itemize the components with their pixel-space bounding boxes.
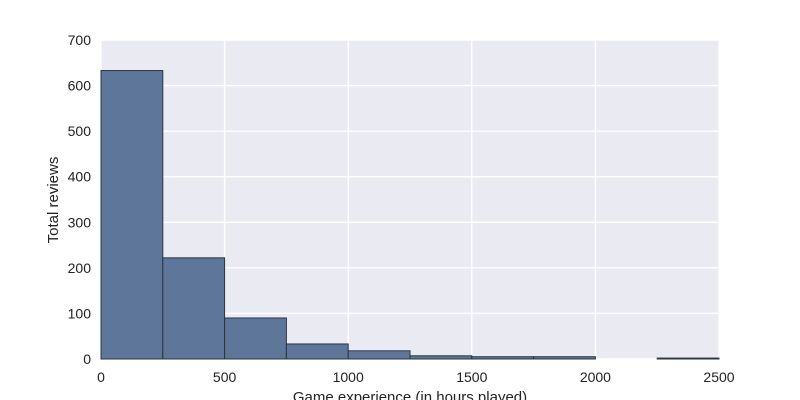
y-tick-label: 0 (83, 351, 91, 367)
x-tick-label: 1000 (333, 369, 364, 385)
x-tick-label: 1500 (456, 369, 487, 385)
y-tick-label: 400 (68, 169, 92, 185)
histogram-bar (471, 356, 535, 360)
histogram-bar (100, 70, 164, 360)
x-tick-labels: 0 500 1000 1500 2000 2500 (97, 369, 735, 385)
y-tick-label: 600 (68, 78, 92, 94)
y-tick-labels: 0 100 200 300 400 500 600 700 (68, 32, 92, 367)
y-axis-label: Total reviews (45, 157, 62, 244)
histogram-bar (224, 317, 287, 360)
x-axis-label: Game experience (in hours played) (293, 389, 527, 400)
histogram-bar (656, 357, 720, 360)
histogram-bar (409, 355, 473, 360)
x-tick-label: 2000 (580, 369, 611, 385)
histogram-bar (162, 257, 226, 360)
y-tick-label: 100 (68, 305, 92, 321)
x-tick-label: 2500 (703, 369, 734, 385)
x-tick-label: 500 (213, 369, 237, 385)
histogram-bar (347, 350, 411, 360)
histogram-bar (533, 356, 596, 360)
y-tick-label: 300 (68, 214, 92, 230)
x-tick-label: 0 (97, 369, 105, 385)
y-tick-label: 200 (68, 260, 92, 276)
bars (100, 70, 720, 360)
histogram-bar (285, 343, 349, 360)
y-tick-label: 500 (68, 123, 92, 139)
y-tick-label: 700 (68, 32, 92, 48)
